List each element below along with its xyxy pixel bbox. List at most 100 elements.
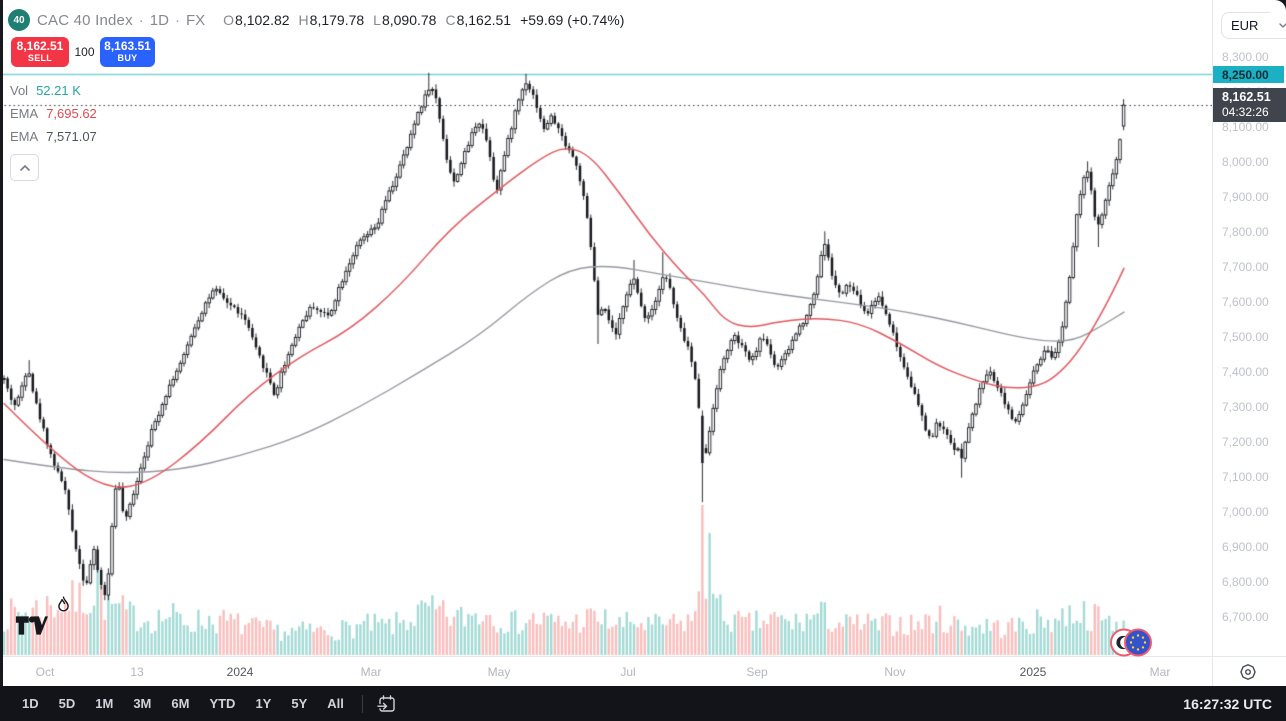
collapse-legend-button[interactable] <box>10 154 39 181</box>
price-tick-label: 7,700.00 <box>1222 260 1269 274</box>
gear-icon <box>1240 664 1256 680</box>
bottom-toolbar: 1D 5D 1M 3M 6M YTD 1Y 5Y All 16:27:32 UTC <box>0 686 1286 721</box>
price-tick-label: 6,900.00 <box>1222 540 1269 554</box>
left-edge-strip <box>0 0 3 686</box>
spread-value: 100 <box>74 45 95 59</box>
ema-fast-legend-row[interactable]: EMA 7,695.62 <box>10 102 97 125</box>
currency-select[interactable]: EUR <box>1221 12 1286 39</box>
exchange-label[interactable]: FX <box>185 11 206 29</box>
price-tick-label: 7,000.00 <box>1222 505 1269 519</box>
ohlc-key: C <box>445 12 456 28</box>
volume-label: Vol <box>10 83 29 98</box>
range-button-1y[interactable]: 1Y <box>247 691 279 716</box>
bar-countdown: 04:32:26 <box>1222 105 1269 120</box>
go-to-date-button[interactable] <box>371 691 403 716</box>
trade-panel: 8,162.51 SELL 100 8,163.51 BUY <box>11 37 155 67</box>
ema-slow-label: EMA <box>10 129 39 144</box>
price-tick-label: 8,000.00 <box>1222 155 1269 169</box>
volume-legend-row[interactable]: Vol 52.21 K <box>10 79 97 102</box>
ema-fast-value: 7,695.62 <box>46 106 97 121</box>
utc-clock: 16:27:32 UTC <box>1183 695 1272 712</box>
symbol-title[interactable]: CAC 40 Index <box>37 11 133 29</box>
time-tick-label: Sep <box>746 665 768 679</box>
page-corner-mask <box>1270 0 1286 16</box>
time-tick-label: Mar <box>1149 665 1171 679</box>
title-separator: · <box>174 11 180 29</box>
price-tick-label: 7,800.00 <box>1222 225 1269 239</box>
chevron-up-icon <box>19 164 30 171</box>
time-tick-label: 2025 <box>1019 665 1047 679</box>
sell-label: SELL <box>27 53 53 63</box>
price-tick-label: 7,400.00 <box>1222 365 1269 379</box>
sell-price: 8,162.51 <box>16 39 64 53</box>
ema-fast-label: EMA <box>10 106 39 121</box>
interval-label[interactable]: 1D <box>149 11 169 29</box>
tradingview-logo-icon <box>15 616 48 635</box>
currency-value: EUR <box>1231 18 1259 33</box>
horizontal-line-price-label[interactable]: 8,250.00 <box>1213 66 1284 83</box>
ohlc-values: O8,102.82 H8,179.78 L8,090.78 C8,162.51 +59.… <box>223 12 624 28</box>
ohlc-pair: H8,179.78 <box>299 12 365 28</box>
range-buttons: 1D 5D 1M 3M 6M YTD 1Y 5Y All <box>12 691 354 716</box>
range-button-3m[interactable]: 3M <box>125 691 159 716</box>
symbol-header: 40 CAC 40 Index · 1D · FX O8,102.82 H8,17… <box>8 9 624 31</box>
time-tick-label: 13 <box>130 665 144 679</box>
chevron-down-icon <box>1279 23 1286 28</box>
range-button-1d[interactable]: 1D <box>14 691 47 716</box>
ohlc-key: O <box>223 12 235 28</box>
time-tick-label: 2024 <box>226 665 254 679</box>
ema-slow-legend-row[interactable]: EMA 7,571.07 <box>10 125 97 148</box>
price-axis[interactable]: EUR 8,300.008,200.008,100.008,000.007,90… <box>1212 0 1286 656</box>
price-tick-label: 7,600.00 <box>1222 295 1269 309</box>
ema-slow-value: 7,571.07 <box>46 129 97 144</box>
chart-settings-button[interactable] <box>1239 663 1257 686</box>
market-status-eu-flag-badge <box>1108 626 1154 664</box>
ohlc-pair: O8,102.82 <box>223 12 289 28</box>
range-button-5d[interactable]: 5D <box>51 691 84 716</box>
chart-pane[interactable]: 40 CAC 40 Index · 1D · FX O8,102.82 H8,17… <box>0 0 1212 657</box>
price-tick-label: 6,800.00 <box>1222 575 1269 589</box>
range-button-1m[interactable]: 1M <box>87 691 121 716</box>
ohlc-value: 8,179.78 <box>309 12 365 28</box>
axis-corner <box>1212 656 1286 687</box>
range-button-5y[interactable]: 5Y <box>283 691 315 716</box>
time-tick-label: May <box>487 665 511 679</box>
time-tick-label: Nov <box>884 665 906 679</box>
buy-button[interactable]: 8,163.51 BUY <box>100 37 155 67</box>
sell-button[interactable]: 8,162.51 SELL <box>11 37 69 67</box>
tradingview-logo[interactable] <box>15 614 48 642</box>
ohlc-value: 8,090.78 <box>381 12 437 28</box>
time-axis[interactable]: Oct 13 2024 Mar May Jul Sep Nov 2025 Mar <box>0 656 1212 687</box>
change-value: +59.69 (+0.74%) <box>520 12 625 28</box>
range-button-6m[interactable]: 6M <box>163 691 197 716</box>
range-button-ytd[interactable]: YTD <box>201 691 243 716</box>
ohlc-pair: L8,090.78 <box>373 12 436 28</box>
price-tick-label: 7,200.00 <box>1222 435 1269 449</box>
ohlc-value: 8,102.82 <box>235 12 290 28</box>
ohlc-value: 8,162.51 <box>456 12 512 28</box>
flame-icon <box>56 596 71 619</box>
buy-label: BUY <box>117 53 138 63</box>
price-tick-label: 7,300.00 <box>1222 400 1269 414</box>
price-tick-label: 7,100.00 <box>1222 470 1269 484</box>
volume-value: 52.21 K <box>36 83 81 98</box>
last-price-badge: 8,162.51 04:32:26 <box>1213 88 1286 123</box>
price-tick-label: 8,300.00 <box>1222 50 1269 64</box>
time-tick-label: Mar <box>360 665 382 679</box>
indicator-legend: Vol 52.21 K EMA 7,695.62 EMA 7,571.07 <box>10 79 97 181</box>
price-tick-label: 8,100.00 <box>1222 120 1269 134</box>
price-tick-label: 7,900.00 <box>1222 190 1269 204</box>
buy-price: 8,163.51 <box>104 39 151 53</box>
ohlc-key: H <box>298 12 309 28</box>
symbol-logo[interactable]: 40 <box>8 9 30 31</box>
time-tick-label: Jul <box>620 665 636 679</box>
candlestick-chart-canvas[interactable] <box>0 0 1212 656</box>
last-price-value: 8,162.51 <box>1222 90 1271 105</box>
range-button-all[interactable]: All <box>319 691 352 716</box>
price-tick-label: 6,700.00 <box>1222 610 1269 624</box>
title-separator: · <box>138 11 144 29</box>
ohlc-pair: C8,162.51 <box>445 12 511 28</box>
price-tick-label: 7,500.00 <box>1222 330 1269 344</box>
calendar-arrow-icon <box>377 695 395 712</box>
